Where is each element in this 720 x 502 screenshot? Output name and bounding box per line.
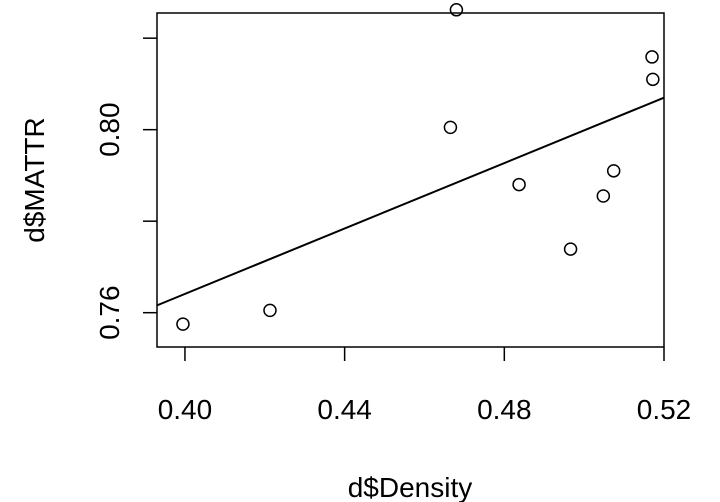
x-tick-label: 0.48 [477, 394, 532, 425]
data-point [512, 177, 526, 192]
y-tick-label: 0.76 [94, 285, 125, 340]
data-point [176, 317, 190, 331]
y-axis: 0.76 0.80 [94, 37, 157, 340]
x-axis: 0.40 0.44 0.48 0.52 [158, 347, 692, 425]
data-point [646, 72, 660, 87]
data-point [645, 50, 659, 64]
data-point [596, 189, 611, 203]
x-tick-label: 0.40 [158, 394, 213, 425]
y-tick-label: 0.80 [94, 102, 125, 157]
fit-line [156, 96, 665, 307]
data-point [443, 120, 458, 135]
plot-frame [156, 12, 665, 348]
y-axis-title: d$MATTR [19, 117, 50, 243]
data-point [449, 3, 464, 17]
data-points [176, 3, 660, 331]
data-point [606, 164, 621, 178]
x-tick-label: 0.52 [637, 394, 692, 425]
x-axis-title: d$Density [348, 472, 473, 502]
x-tick-label: 0.44 [317, 394, 372, 425]
data-point [563, 242, 578, 256]
data-point [263, 303, 277, 318]
